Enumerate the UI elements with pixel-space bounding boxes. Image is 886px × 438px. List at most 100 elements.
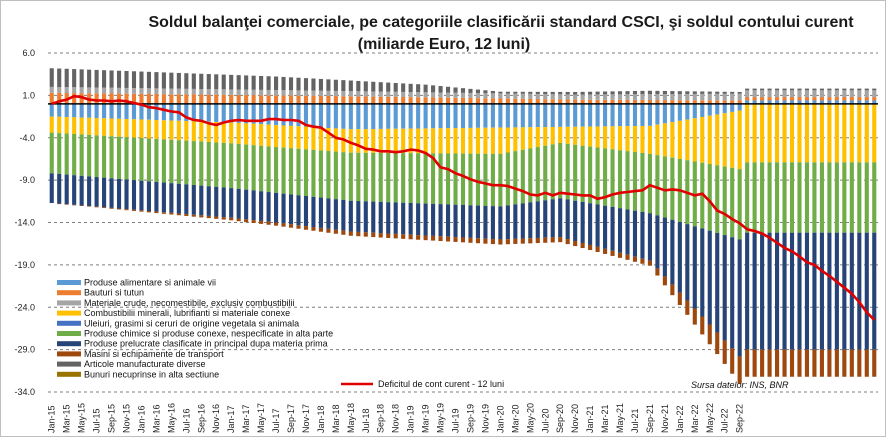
bar-segment <box>745 103 750 163</box>
bar-segment <box>662 156 667 218</box>
bar-segment <box>131 119 137 138</box>
bar-segment <box>513 91 518 94</box>
bar-segment <box>445 153 451 205</box>
legend-label: Combustibilii minerali, lubrifianti si m… <box>84 308 290 318</box>
bar-segment <box>206 94 211 104</box>
bar-segment <box>468 88 473 93</box>
bar-segment <box>438 103 443 129</box>
bar-segment <box>767 88 772 91</box>
bar-segment <box>64 204 69 205</box>
bar-segment <box>797 97 802 101</box>
bar-segment <box>797 90 802 98</box>
y-tick-label: -14.0 <box>14 218 35 228</box>
x-tick-label: May-15 <box>77 403 87 433</box>
y-tick-label: -24.0 <box>14 302 35 312</box>
bar-segment <box>311 103 316 128</box>
bar-segment <box>677 100 682 104</box>
bar-segment <box>550 144 555 200</box>
bar-segment <box>827 88 832 91</box>
bar-segment <box>87 176 92 207</box>
bar-segment <box>543 99 548 104</box>
bar-segment <box>857 88 862 91</box>
bar-segment <box>318 103 323 128</box>
bar-segment <box>588 91 593 95</box>
x-tick-label: Sep-17 <box>286 404 296 433</box>
bar-segment <box>221 74 226 90</box>
bar-segment <box>191 141 196 186</box>
bar-segment <box>483 103 488 128</box>
bar-segment <box>57 173 62 204</box>
bar-segment <box>199 185 204 216</box>
bar-segment <box>550 126 555 145</box>
bar-segment <box>116 208 122 210</box>
bar-segment <box>617 94 623 100</box>
bar-segment <box>872 349 877 377</box>
bar-segment <box>849 88 854 91</box>
bar-segment <box>715 100 720 104</box>
bar-segment <box>573 94 578 100</box>
bar-segment <box>184 103 189 122</box>
bar-segment <box>655 90 660 95</box>
bar-segment <box>819 88 824 91</box>
bar-segment <box>176 88 181 95</box>
bar-segment <box>842 90 847 98</box>
bar-segment <box>617 91 623 95</box>
bar-segment <box>797 103 802 163</box>
bar-segment <box>139 180 144 211</box>
bar-segment <box>49 103 54 117</box>
x-tick-label: Jan-16 <box>136 405 146 433</box>
bar-segment <box>782 88 787 91</box>
bar-segment <box>363 103 368 130</box>
bar-segment <box>79 69 84 88</box>
bar-segment <box>700 316 705 335</box>
bar-segment <box>146 88 152 94</box>
bar-segment <box>154 211 159 214</box>
bar-segment <box>595 91 600 95</box>
bar-segment <box>558 198 563 238</box>
bar-segment <box>498 206 503 240</box>
bar-segment <box>789 100 795 104</box>
x-tick-label: Sep-20 <box>555 404 565 433</box>
bar-segment <box>266 103 271 125</box>
bar-segment <box>311 149 316 197</box>
bar-segment <box>131 88 137 94</box>
bar-segment <box>632 99 638 104</box>
x-tick-label: Jan-21 <box>585 405 595 433</box>
bar-segment <box>872 97 877 101</box>
bar-segment <box>730 91 735 94</box>
bar-segment <box>288 224 294 228</box>
y-tick-label: -34.0 <box>14 387 35 397</box>
bar-segment <box>490 103 495 128</box>
bar-segment <box>580 201 585 243</box>
legend-swatch <box>57 310 81 316</box>
bar-segment <box>692 308 697 325</box>
bar-segment <box>864 100 869 104</box>
bar-segment <box>311 127 316 150</box>
bar-segment <box>453 97 458 104</box>
bar-segment <box>371 96 376 104</box>
x-tick-label: May-18 <box>346 403 356 433</box>
bar-segment <box>573 200 578 242</box>
bar-segment <box>812 162 817 233</box>
bar-segment <box>251 75 256 90</box>
bar-segment <box>341 103 346 129</box>
bar-segment <box>191 94 196 104</box>
bar-segment <box>625 94 630 100</box>
bar-segment <box>797 88 802 91</box>
bar-segment <box>505 93 510 99</box>
bar-segment <box>774 88 780 91</box>
x-tick-label: Jul-15 <box>92 408 102 433</box>
bar-segment <box>438 92 443 98</box>
bar-segment <box>483 205 488 239</box>
bar-segment <box>378 233 383 238</box>
bar-segment <box>655 94 660 101</box>
bar-segment <box>864 88 869 91</box>
bar-segment <box>378 91 383 97</box>
bar-segment <box>423 97 428 104</box>
bar-segment <box>700 103 705 117</box>
bar-segment <box>632 256 638 262</box>
bar-segment <box>872 90 877 98</box>
bar-segment <box>707 164 712 231</box>
bar-segment <box>468 205 473 238</box>
